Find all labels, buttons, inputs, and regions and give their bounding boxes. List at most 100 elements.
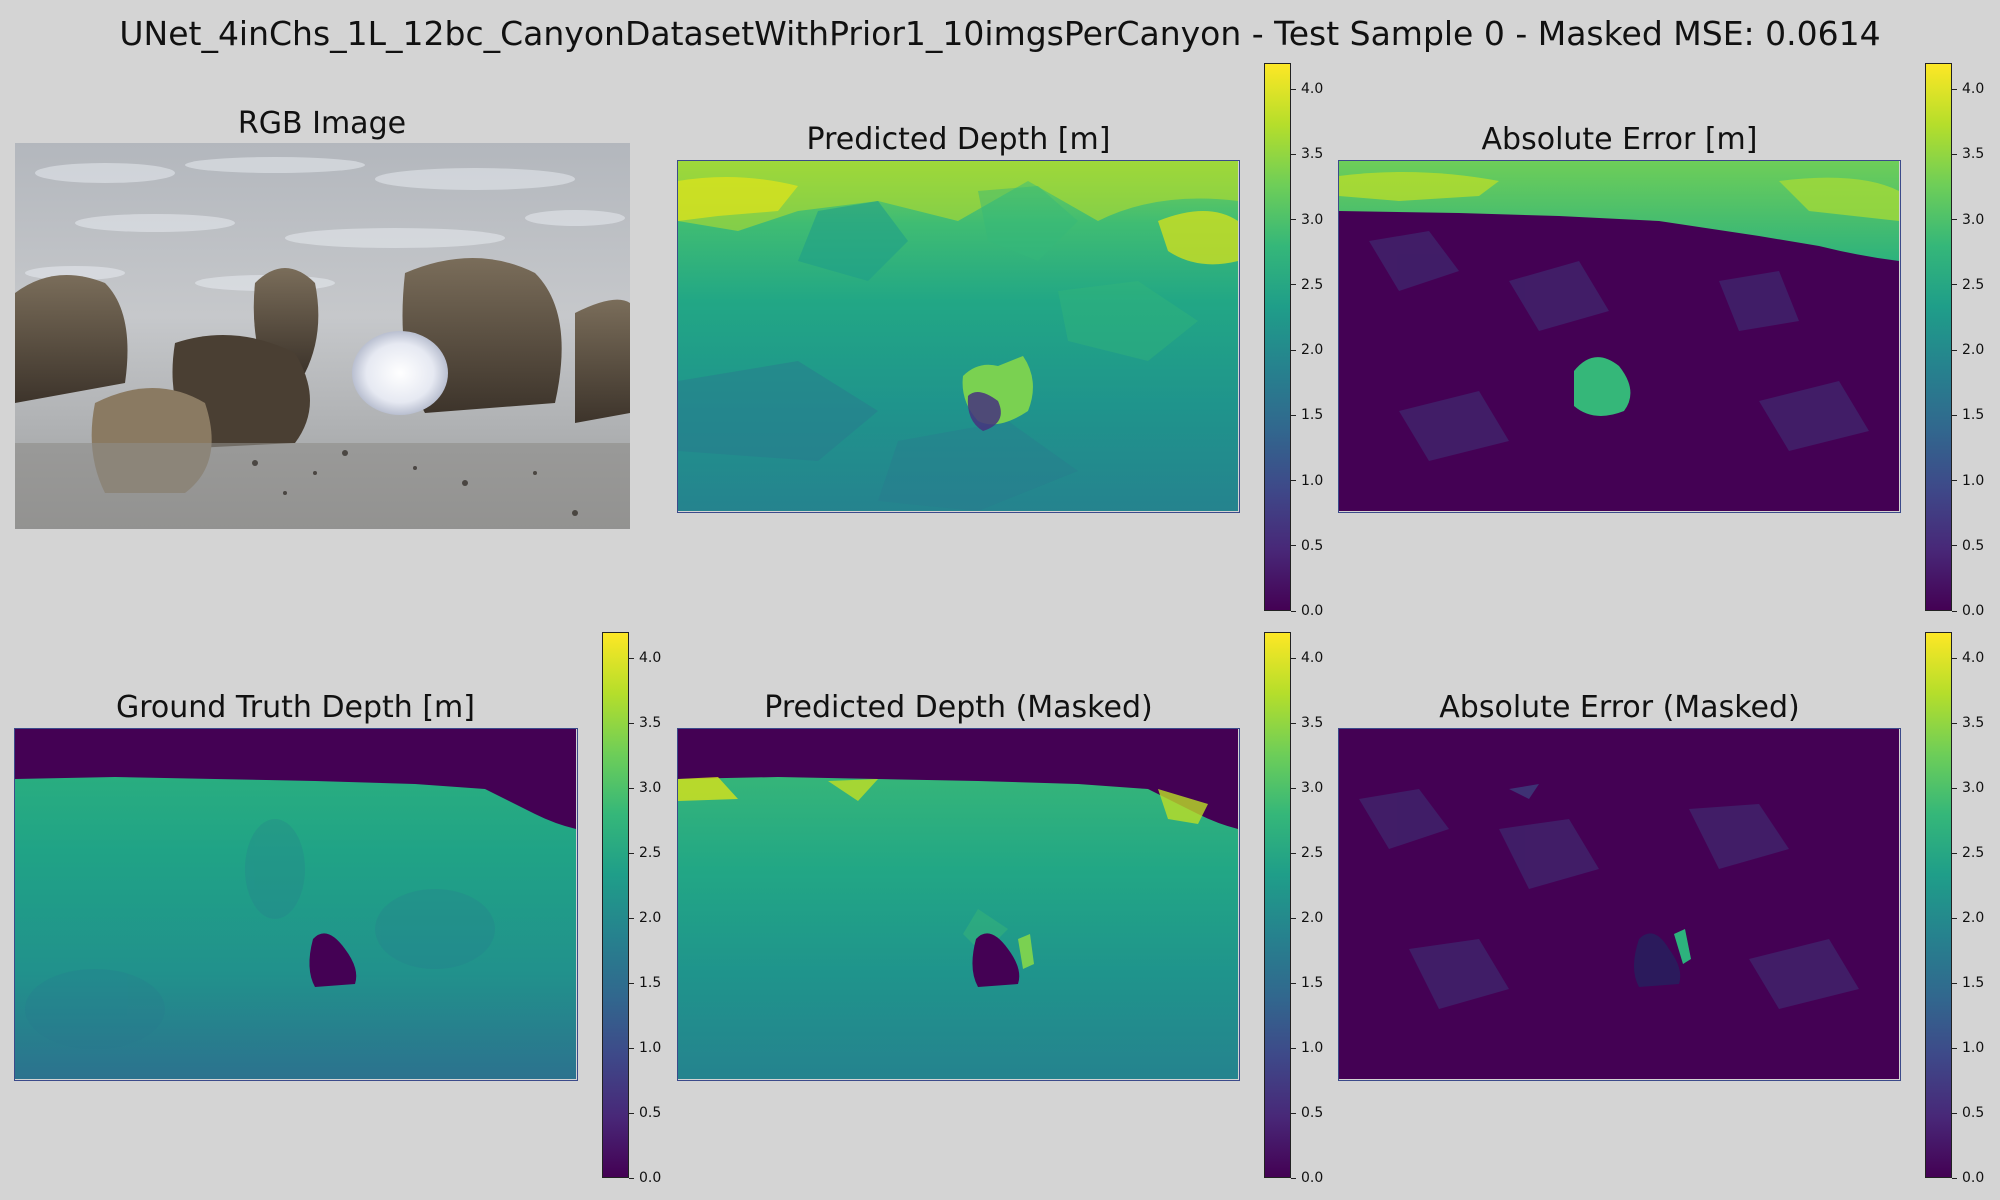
colorbar-ticks-absolute-error: 0.0 0.5 1.0 1.5 2.0 2.5 3.0 3.5 4.0 [1952,63,2000,611]
colorbar-tick: 1.0 [1291,473,1323,489]
rgb-image [15,143,630,529]
colorbar-tick-mark [1291,983,1296,984]
colorbar-tick-label: 0.0 [1301,1170,1323,1186]
colorbar-tick-label: 3.5 [1301,146,1323,162]
colorbar-tick-mark [1952,415,1957,416]
colorbar-tick-label: 2.5 [1301,277,1323,293]
colorbar-tick-mark [1952,853,1957,854]
colorbar-predicted-depth [1264,63,1291,611]
colorbar-tick-label: 0.5 [1962,1105,1984,1121]
colorbar-tick-label: 1.5 [1301,407,1323,423]
colorbar-tick: 4.0 [1952,81,1984,97]
colorbar-tick: 3.5 [1291,146,1323,162]
colorbar-tick-mark [1952,788,1957,789]
colorbar-tick-label: 3.5 [1962,146,1984,162]
colorbar-tick-mark [1952,284,1957,285]
colorbar-tick-mark [629,723,634,724]
colorbar-tick-label: 2.0 [1962,910,1984,926]
colorbar-tick-mark [1291,788,1296,789]
colorbar-tick-mark [1952,723,1957,724]
title-pred: Predicted Depth [m] [677,122,1240,157]
colorbar-tick-label: 1.5 [1962,975,1984,991]
colorbar-predicted-depth-masked [1264,632,1291,1178]
colorbar-tick-mark [1291,480,1296,481]
colorbar-tick: 2.5 [1291,845,1323,861]
colorbar-absolute-error [1925,63,1952,611]
colorbar-tick-mark [629,658,634,659]
title-err-masked: Absolute Error (Masked) [1338,690,1901,725]
colorbar-tick-label: 2.5 [1962,277,1984,293]
colorbar-tick-mark [1291,1178,1296,1179]
colorbar-tick: 3.0 [1291,780,1323,796]
colorbar-tick-label: 3.0 [1301,780,1323,796]
colorbar-tick-mark [1291,284,1296,285]
colorbar-tick-label: 0.5 [1301,538,1323,554]
colorbar-tick: 3.0 [1952,780,1984,796]
colorbar-tick: 2.0 [629,910,661,926]
colorbar-tick: 3.0 [1291,212,1323,228]
colorbar-tick: 4.0 [1291,650,1323,666]
colorbar-tick-label: 2.5 [639,845,661,861]
colorbar-tick: 2.0 [1291,342,1323,358]
title-err: Absolute Error [m] [1338,122,1901,157]
colorbar-tick: 0.5 [1952,1105,1984,1121]
colorbar-absolute-error-masked [1925,632,1952,1178]
colorbar-tick-label: 1.0 [1301,1040,1323,1056]
colorbar-tick-mark [629,1178,634,1179]
colorbar-tick: 1.5 [1291,975,1323,991]
colorbar-tick-label: 2.0 [639,910,661,926]
title-pred-masked: Predicted Depth (Masked) [677,690,1240,725]
colorbar-tick: 3.5 [629,715,661,731]
colorbar-tick-mark [629,918,634,919]
colorbar-tick: 0.0 [1952,1170,1984,1186]
colorbar-tick: 3.0 [629,780,661,796]
colorbar-tick: 3.0 [1952,212,1984,228]
heatmap-absolute-error [1338,160,1901,513]
colorbar-tick-mark [1291,1113,1296,1114]
colorbar-tick-mark [1952,983,1957,984]
colorbar-tick: 0.5 [1291,1105,1323,1121]
colorbar-tick: 1.5 [629,975,661,991]
colorbar-tick: 2.5 [629,845,661,861]
colorbar-tick-mark [629,788,634,789]
colorbar-tick-mark [1952,1113,1957,1114]
colorbar-tick: 1.0 [1952,473,1984,489]
colorbar-tick-mark [1291,219,1296,220]
colorbar-tick-mark [1952,1178,1957,1179]
colorbar-tick: 0.0 [629,1170,661,1186]
colorbar-tick-label: 0.0 [1962,603,1984,619]
colorbar-tick-label: 3.5 [1301,715,1323,731]
colorbar-tick: 3.5 [1291,715,1323,731]
colorbar-tick-label: 0.0 [639,1170,661,1186]
colorbar-tick: 3.5 [1952,715,1984,731]
colorbar-tick-label: 1.0 [1962,1040,1984,1056]
colorbar-tick: 2.0 [1291,910,1323,926]
title-rgb: RGB Image [14,106,630,141]
colorbar-tick-mark [1952,611,1957,612]
colorbar-tick-label: 2.0 [1962,342,1984,358]
colorbar-tick-label: 4.0 [1301,81,1323,97]
colorbar-tick-mark [1291,89,1296,90]
colorbar-tick-mark [629,853,634,854]
colorbar-tick: 4.0 [1952,650,1984,666]
colorbar-tick-mark [1952,350,1957,351]
colorbar-tick-label: 2.5 [1301,845,1323,861]
colorbar-tick-label: 1.5 [1962,407,1984,423]
colorbar-tick: 2.5 [1952,277,1984,293]
colorbar-tick-label: 4.0 [639,650,661,666]
colorbar-tick: 1.5 [1952,407,1984,423]
colorbar-tick-mark [1952,658,1957,659]
colorbar-tick-mark [1952,1048,1957,1049]
colorbar-tick-mark [1291,1048,1296,1049]
heatmap-ground-truth-depth [14,728,578,1081]
colorbar-tick-label: 3.0 [1301,212,1323,228]
colorbar-tick-mark [629,1113,634,1114]
colorbar-tick: 1.0 [629,1040,661,1056]
colorbar-tick: 0.5 [1952,538,1984,554]
colorbar-tick-label: 0.5 [1301,1105,1323,1121]
colorbar-tick-mark [1291,154,1296,155]
colorbar-tick-label: 2.0 [1301,342,1323,358]
colorbar-tick: 1.0 [1291,1040,1323,1056]
colorbar-tick-label: 1.0 [1301,473,1323,489]
colorbar-tick-label: 0.0 [1962,1170,1984,1186]
